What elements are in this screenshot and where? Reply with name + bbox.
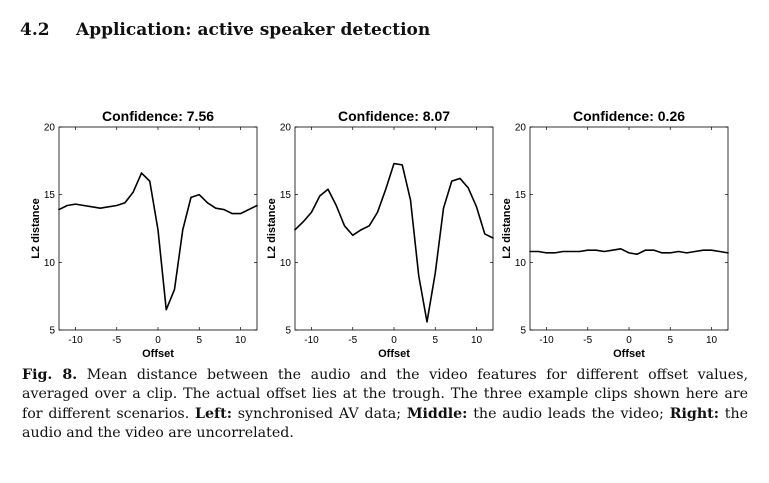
x-tick-label: 0 — [626, 335, 632, 346]
caption-right-label: Right: — [669, 405, 719, 422]
y-axis-label: L2 distance — [501, 198, 513, 259]
x-axis-label: Offset — [378, 348, 410, 360]
x-tick-label: -10 — [539, 335, 554, 346]
caption-middle-label: Middle: — [406, 405, 468, 422]
y-axis-label: L2 distance — [30, 198, 42, 259]
caption-right-text: the audio and the video are uncorrelated… — [22, 405, 749, 442]
x-tick-label: 0 — [391, 335, 397, 346]
y-tick-label: 5 — [49, 326, 55, 337]
x-tick-label: 0 — [155, 335, 161, 346]
x-tick-label: -5 — [112, 335, 121, 346]
chart-2: -10 -5 0 5 10 5 10 15 20 Confidence: 8.07 Offset L2… — [266, 108, 494, 360]
y-tick-label: 10 — [515, 258, 527, 269]
caption-left-text: synchronised AV data; — [231, 405, 407, 422]
chart-3: -10 -5 0 5 10 5 10 15 20 Confidence: 0.26 Offset L2… — [501, 108, 729, 360]
caption-left-label: Left: — [195, 405, 232, 422]
chart-title: Confidence: 0.26 — [573, 108, 685, 124]
caption-middle-text: the audio leads the video; — [467, 405, 670, 422]
x-axis-label: Offset — [142, 348, 174, 360]
series-line — [58, 172, 258, 311]
y-tick-label: 15 — [280, 190, 292, 201]
section-title: Application: active speaker detection — [76, 20, 431, 40]
y-tick-label: 10 — [44, 258, 56, 269]
x-tick-label: -5 — [348, 335, 357, 346]
x-tick-label: 10 — [471, 335, 483, 346]
y-tick-label: 5 — [520, 326, 526, 337]
caption-label: Fig. 8. — [22, 367, 78, 383]
y-tick-label: 15 — [515, 190, 527, 201]
section-number: 4.2 — [20, 20, 50, 40]
figure-caption: Fig. 8. Mean distance between the audio … — [22, 366, 748, 444]
chart-1: -10 -5 0 5 10 5 10 15 20 Confidence: 7.56 Offset L2… — [30, 108, 258, 360]
x-tick-label: -10 — [304, 335, 319, 346]
plot-frame — [529, 126, 729, 331]
x-tick-label: 5 — [667, 335, 673, 346]
y-tick-label: 20 — [44, 123, 56, 134]
x-tick-label: 10 — [235, 335, 247, 346]
x-tick-label: 5 — [432, 335, 438, 346]
series-line — [529, 248, 729, 256]
chart-title: Confidence: 8.07 — [338, 108, 450, 124]
x-tick-label: -10 — [68, 335, 83, 346]
y-axis-label: L2 distance — [266, 198, 278, 259]
series-line — [294, 162, 494, 323]
chart-title: Confidence: 7.56 — [102, 108, 214, 124]
y-tick-label: 15 — [44, 190, 56, 201]
y-tick-label: 10 — [280, 258, 292, 269]
x-tick-label: -5 — [583, 335, 592, 346]
x-tick-label: 10 — [706, 335, 718, 346]
x-axis-label: Offset — [613, 348, 645, 360]
plot-frame — [294, 126, 494, 331]
figure-charts: -10 -5 0 5 10 5 10 15 20 Confidence: 7.56 Offset L2… — [30, 108, 729, 360]
y-tick-label: 20 — [515, 123, 527, 134]
section-heading: 4.2 Application: active speaker detection — [20, 20, 430, 40]
y-tick-label: 20 — [280, 123, 292, 134]
y-tick-label: 5 — [285, 326, 291, 337]
x-tick-label: 5 — [196, 335, 202, 346]
caption-text: Mean distance between the audio and the … — [22, 367, 748, 422]
figure-8: -10 -5 0 5 10 5 10 15 20 Confidence: 7.56 Offset L2… — [0, 100, 769, 365]
